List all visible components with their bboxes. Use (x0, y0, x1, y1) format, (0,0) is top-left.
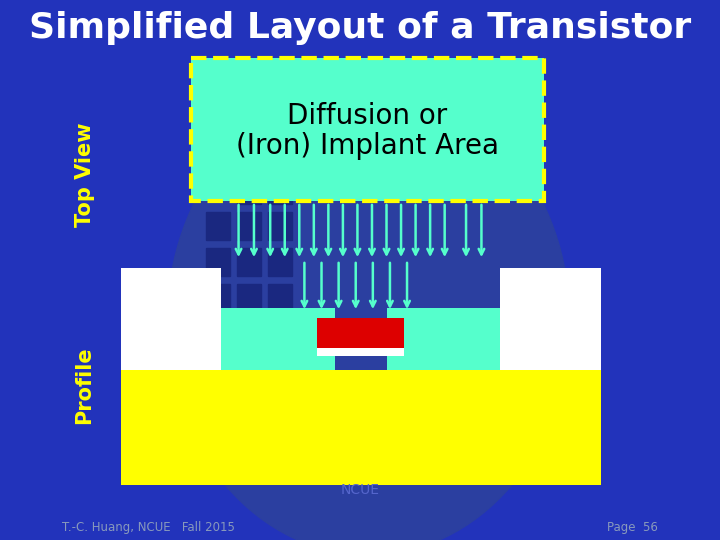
Bar (191, 58, 544, 201)
Bar (268, 356, 292, 384)
Bar (318, 348, 405, 356)
Circle shape (168, 85, 570, 540)
Bar (175, 320, 199, 348)
Bar (222, 308, 336, 370)
Bar (387, 308, 500, 370)
Text: Simplified Layout of a Transistor: Simplified Layout of a Transistor (29, 11, 691, 45)
Bar (268, 212, 292, 240)
Text: Top View: Top View (75, 123, 94, 227)
Text: NCUE: NCUE (341, 483, 379, 497)
Bar (237, 212, 261, 240)
Bar (206, 212, 230, 240)
Text: Diffusion or: Diffusion or (287, 102, 447, 130)
Bar (206, 356, 230, 384)
Text: Profile: Profile (75, 346, 94, 424)
Bar (206, 284, 230, 312)
Bar (237, 176, 261, 204)
Bar (237, 284, 261, 312)
Bar (206, 320, 230, 348)
Bar (120, 268, 222, 370)
Bar (120, 370, 601, 485)
Text: (Iron) Implant Area: (Iron) Implant Area (235, 132, 499, 159)
Bar (206, 248, 230, 276)
Bar (268, 176, 292, 204)
Bar (268, 284, 292, 312)
Bar (500, 268, 601, 370)
Bar (268, 320, 292, 348)
Bar (237, 320, 261, 348)
Bar (268, 248, 292, 276)
Text: Page  56: Page 56 (607, 522, 657, 535)
Bar (318, 318, 405, 350)
Bar (237, 248, 261, 276)
Bar (175, 356, 199, 384)
Bar (268, 140, 292, 168)
Bar (237, 356, 261, 384)
Text: T.-C. Huang, NCUE   Fall 2015: T.-C. Huang, NCUE Fall 2015 (63, 522, 235, 535)
Bar (175, 284, 199, 312)
